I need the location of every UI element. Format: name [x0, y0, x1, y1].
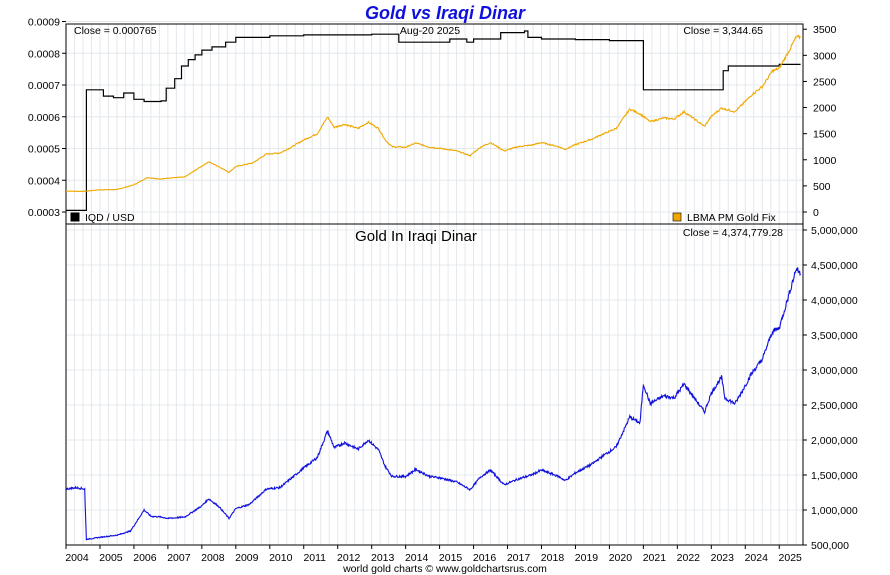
legend-gold-swatch — [673, 213, 681, 221]
close-right-label: Close = 3,344.65 — [683, 25, 763, 37]
left-axis-ticks: 0.0003 0.0004 0.0005 0.0006 0.0007 0.0008 0.00… — [28, 17, 66, 219]
close-left-label: Close = 0.000765 — [74, 25, 157, 37]
close-lower-label: Close = 4,374,779.28 — [683, 227, 783, 239]
legend-gold-label: LBMA PM Gold Fix — [687, 212, 776, 224]
x-tick-label: 2005 — [99, 552, 123, 564]
y-left-tick-label: 0.0003 — [28, 207, 60, 219]
x-tick-label: 2009 — [235, 552, 259, 564]
date-label: Aug-20 2025 — [400, 25, 460, 37]
y-lower-tick-label: 2,500,000 — [811, 400, 858, 412]
x-tick-label: 2022 — [677, 552, 701, 564]
y-left-tick-label: 0.0005 — [28, 144, 60, 156]
x-tick-label: 2021 — [643, 552, 667, 564]
y-right-tick-label: 2500 — [813, 76, 837, 88]
right-axis-ticks-top: 0 500 1000 1500 2000 2500 3000 3500 — [803, 24, 837, 219]
y-left-tick-label: 0.0008 — [28, 48, 60, 60]
y-lower-tick-label: 2,000,000 — [811, 435, 858, 447]
y-lower-tick-label: 1,500,000 — [811, 470, 858, 482]
y-lower-tick-label: 3,000,000 — [811, 365, 858, 377]
y-left-tick-label: 0.0004 — [28, 175, 60, 187]
y-lower-tick-label: 4,000,000 — [811, 295, 858, 307]
x-tick-label: 2024 — [745, 552, 769, 564]
y-left-tick-label: 0.0006 — [28, 112, 60, 124]
x-tick-label: 2006 — [133, 552, 157, 564]
x-tick-label: 2020 — [609, 552, 633, 564]
x-tick-label: 2011 — [303, 552, 326, 564]
right-axis-ticks-bottom: 500,000 1,000,000 1,500,000 2,000,000 2,500,… — [803, 225, 858, 552]
footer-credit: world gold charts © www.goldchartsrus.co… — [342, 563, 547, 575]
legend-iqd-swatch — [71, 213, 79, 221]
chart-canvas: 0.0003 0.0004 0.0005 0.0006 0.0007 0.0008 0.00… — [0, 0, 890, 575]
top-panel-grid — [66, 22, 803, 224]
legend-iqd-label: IQD / USD — [85, 212, 135, 224]
x-tick-label: 2007 — [167, 552, 191, 564]
y-left-tick-label: 0.0009 — [28, 17, 60, 29]
x-tick-label: 2008 — [201, 552, 225, 564]
y-right-tick-label: 1500 — [813, 129, 837, 141]
y-right-tick-label: 3000 — [813, 50, 837, 62]
chart-title: Gold vs Iraqi Dinar — [365, 3, 526, 23]
lower-panel-title: Gold In Iraqi Dinar — [355, 228, 477, 245]
y-left-tick-label: 0.0007 — [28, 80, 60, 92]
y-right-tick-label: 0 — [813, 207, 819, 219]
x-tick-label: 2019 — [575, 552, 599, 564]
y-right-tick-label: 3500 — [813, 24, 837, 36]
bottom-panel-grid — [66, 224, 803, 545]
y-lower-tick-label: 3,500,000 — [811, 330, 858, 342]
y-lower-tick-label: 1,000,000 — [811, 505, 858, 517]
x-axis-ticks: 2004 2005 2006 2007 2008 2009 2010 2011 2012 2013… — [65, 545, 802, 564]
y-right-tick-label: 1000 — [813, 155, 837, 167]
y-right-tick-label: 500 — [813, 181, 831, 193]
y-lower-tick-label: 5,000,000 — [811, 225, 858, 237]
x-tick-label: 2025 — [779, 552, 803, 564]
x-tick-label: 2010 — [269, 552, 293, 564]
x-tick-label: 2023 — [711, 552, 735, 564]
y-lower-tick-label: 500,000 — [811, 540, 849, 552]
y-lower-tick-label: 4,500,000 — [811, 260, 858, 272]
x-tick-label: 2004 — [65, 552, 89, 564]
y-right-tick-label: 2000 — [813, 103, 837, 115]
